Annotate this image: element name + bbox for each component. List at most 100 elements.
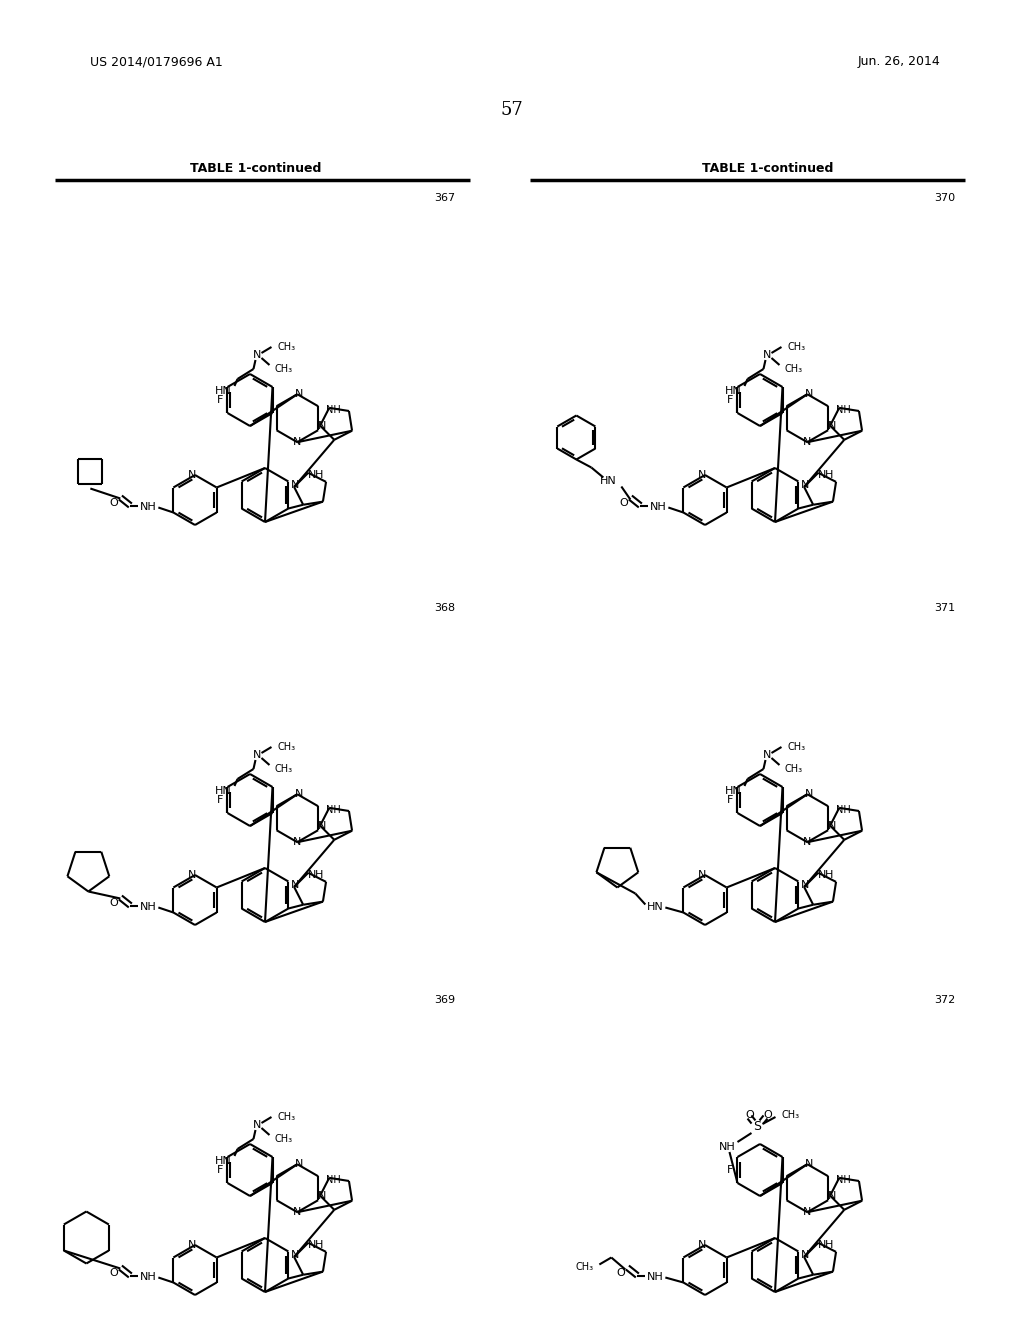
Text: N: N bbox=[291, 1250, 299, 1261]
Text: HN: HN bbox=[215, 785, 231, 796]
Text: N: N bbox=[317, 421, 327, 430]
Text: O: O bbox=[109, 899, 118, 908]
Text: N: N bbox=[308, 1239, 316, 1250]
Text: N: N bbox=[801, 1250, 809, 1261]
Text: CH₃: CH₃ bbox=[575, 1262, 593, 1272]
Text: O: O bbox=[109, 1269, 118, 1279]
Text: NH: NH bbox=[140, 503, 157, 512]
Text: H: H bbox=[315, 1239, 324, 1250]
Text: F: F bbox=[727, 1166, 733, 1175]
Text: O: O bbox=[745, 1110, 754, 1119]
Text: CH₃: CH₃ bbox=[274, 1134, 293, 1144]
Text: NH: NH bbox=[836, 405, 851, 414]
Text: N: N bbox=[317, 1191, 327, 1201]
Text: O: O bbox=[616, 1269, 625, 1279]
Text: F: F bbox=[727, 795, 733, 805]
Text: 367: 367 bbox=[434, 193, 455, 203]
Text: N: N bbox=[291, 480, 299, 490]
Text: N: N bbox=[697, 1239, 707, 1250]
Text: 370: 370 bbox=[934, 193, 955, 203]
Text: N: N bbox=[805, 789, 813, 799]
Text: CH₃: CH₃ bbox=[278, 1111, 296, 1122]
Text: NH: NH bbox=[650, 503, 667, 512]
Text: N: N bbox=[763, 350, 772, 360]
Text: N: N bbox=[805, 389, 813, 399]
Text: N: N bbox=[293, 437, 301, 447]
Text: N: N bbox=[253, 350, 262, 360]
Text: F: F bbox=[217, 1166, 223, 1175]
Text: N: N bbox=[801, 880, 809, 890]
Text: H: H bbox=[825, 1239, 834, 1250]
Text: N: N bbox=[308, 470, 316, 479]
Text: CH₃: CH₃ bbox=[784, 364, 803, 374]
Text: NH: NH bbox=[836, 805, 851, 814]
Text: N: N bbox=[818, 470, 826, 479]
Text: CH₃: CH₃ bbox=[787, 342, 806, 352]
Text: TABLE 1-continued: TABLE 1-continued bbox=[190, 161, 322, 174]
Text: N: N bbox=[803, 837, 811, 847]
Text: N: N bbox=[295, 389, 303, 399]
Text: CH₃: CH₃ bbox=[278, 742, 296, 752]
Text: N: N bbox=[293, 837, 301, 847]
Text: N: N bbox=[828, 1191, 837, 1201]
Text: N: N bbox=[818, 870, 826, 880]
Text: CH₃: CH₃ bbox=[781, 1110, 800, 1119]
Text: O: O bbox=[763, 1110, 772, 1119]
Text: H: H bbox=[825, 870, 834, 880]
Text: N: N bbox=[805, 1159, 813, 1170]
Text: NH: NH bbox=[140, 1272, 157, 1283]
Text: 371: 371 bbox=[934, 603, 955, 612]
Text: F: F bbox=[727, 395, 733, 405]
Text: N: N bbox=[253, 750, 262, 760]
Text: CH₃: CH₃ bbox=[784, 764, 803, 774]
Text: HN: HN bbox=[215, 1156, 231, 1166]
Text: O: O bbox=[618, 499, 628, 508]
Text: F: F bbox=[217, 395, 223, 405]
Text: 372: 372 bbox=[934, 995, 955, 1005]
Text: 57: 57 bbox=[501, 102, 523, 119]
Text: H: H bbox=[315, 870, 324, 880]
Text: N: N bbox=[295, 789, 303, 799]
Text: HN: HN bbox=[215, 385, 231, 396]
Text: 368: 368 bbox=[434, 603, 455, 612]
Text: NH: NH bbox=[326, 805, 341, 814]
Text: N: N bbox=[187, 470, 197, 480]
Text: HN: HN bbox=[647, 903, 664, 912]
Text: S: S bbox=[754, 1121, 762, 1134]
Text: N: N bbox=[697, 470, 707, 480]
Text: NH: NH bbox=[326, 405, 341, 414]
Text: F: F bbox=[217, 795, 223, 805]
Text: N: N bbox=[803, 1208, 811, 1217]
Text: H: H bbox=[825, 470, 834, 479]
Text: NH: NH bbox=[647, 1272, 664, 1283]
Text: HN: HN bbox=[600, 477, 616, 487]
Text: CH₃: CH₃ bbox=[278, 342, 296, 352]
Text: N: N bbox=[828, 821, 837, 830]
Text: US 2014/0179696 A1: US 2014/0179696 A1 bbox=[90, 55, 223, 69]
Text: TABLE 1-continued: TABLE 1-continued bbox=[702, 161, 834, 174]
Text: N: N bbox=[187, 1239, 197, 1250]
Text: NH: NH bbox=[719, 1142, 736, 1152]
Text: CH₃: CH₃ bbox=[274, 364, 293, 374]
Text: N: N bbox=[187, 870, 197, 880]
Text: N: N bbox=[295, 1159, 303, 1170]
Text: N: N bbox=[253, 1119, 262, 1130]
Text: CH₃: CH₃ bbox=[787, 742, 806, 752]
Text: N: N bbox=[803, 437, 811, 447]
Text: HN: HN bbox=[725, 385, 741, 396]
Text: N: N bbox=[818, 1239, 826, 1250]
Text: N: N bbox=[308, 870, 316, 880]
Text: N: N bbox=[828, 421, 837, 430]
Text: N: N bbox=[291, 880, 299, 890]
Text: N: N bbox=[801, 480, 809, 490]
Text: CH₃: CH₃ bbox=[274, 764, 293, 774]
Text: N: N bbox=[317, 821, 327, 830]
Text: NH: NH bbox=[140, 903, 157, 912]
Text: O: O bbox=[109, 499, 118, 508]
Text: H: H bbox=[315, 470, 324, 479]
Text: Jun. 26, 2014: Jun. 26, 2014 bbox=[857, 55, 940, 69]
Text: 369: 369 bbox=[434, 995, 455, 1005]
Text: N: N bbox=[293, 1208, 301, 1217]
Text: NH: NH bbox=[326, 1175, 341, 1185]
Text: N: N bbox=[697, 870, 707, 880]
